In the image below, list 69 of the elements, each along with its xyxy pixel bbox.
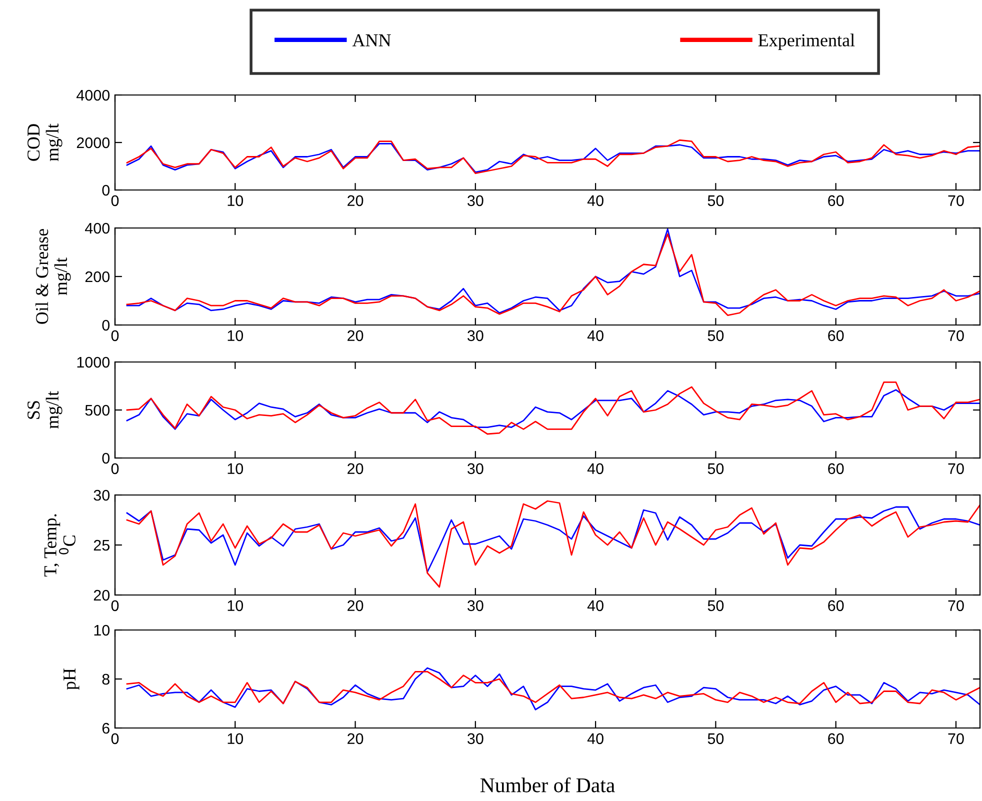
y-axis-title: pH — [64, 668, 80, 690]
x-tick-label: 50 — [708, 330, 724, 342]
x-tick-label: 0 — [111, 195, 119, 206]
x-tick-label: 40 — [587, 330, 604, 342]
x-tick-label: 10 — [228, 600, 244, 612]
x-tick-label: 10 — [228, 195, 244, 206]
x-tick-label: 30 — [468, 733, 484, 744]
x-tick-label: 70 — [948, 733, 964, 744]
line-series — [126, 389, 980, 430]
x-tick-label: 40 — [587, 463, 604, 474]
x-tick-label: 30 — [468, 463, 484, 474]
x-tick-label: 40 — [587, 733, 604, 744]
y-tick-label: 0 — [102, 320, 110, 331]
x-tick-label: 20 — [348, 330, 364, 342]
x-tick-label: 30 — [468, 600, 484, 612]
y-axis-title: SS mg/lt — [28, 391, 62, 429]
x-tick-label: 20 — [348, 733, 364, 744]
x-tick-label: 60 — [828, 463, 844, 474]
x-axis-title: Number of Data — [480, 777, 615, 792]
y-tick-label: 20 — [94, 590, 110, 601]
y-tick-label: 500 — [85, 404, 110, 416]
x-tick-label: 70 — [948, 195, 964, 206]
x-tick-label: 50 — [708, 463, 724, 474]
x-tick-label: 10 — [228, 733, 244, 744]
y-axis-title: COD mg/lt — [28, 124, 62, 162]
y-tick-label: 6 — [102, 722, 110, 734]
y-axis-title: Oil & Grease mg/lt — [35, 228, 71, 324]
x-tick-label: 20 — [348, 463, 364, 474]
line-series — [126, 506, 980, 573]
x-tick-label: 60 — [828, 195, 844, 206]
x-tick-label: 0 — [111, 600, 119, 612]
x-tick-label: 50 — [708, 600, 724, 612]
y-tick-label: 1000 — [77, 356, 110, 368]
y-tick-label: 400 — [85, 222, 110, 234]
legend-label: ANN — [352, 34, 391, 46]
line-series — [126, 667, 980, 710]
x-tick-label: 40 — [587, 195, 604, 206]
y-tick-label: 25 — [94, 540, 110, 551]
x-tick-label: 60 — [828, 600, 844, 612]
y-tick-label: 0 — [102, 184, 110, 196]
x-tick-label: 30 — [468, 195, 484, 206]
y-tick-label: 8 — [102, 674, 110, 685]
x-tick-label: 0 — [111, 330, 119, 342]
x-tick-label: 0 — [111, 733, 119, 744]
x-tick-label: 50 — [708, 195, 724, 206]
y-tick-label: 200 — [85, 271, 110, 282]
x-tick-label: 20 — [348, 600, 364, 612]
x-tick-label: 60 — [828, 733, 844, 744]
x-tick-label: 50 — [708, 733, 724, 744]
x-tick-label: 0 — [111, 463, 119, 474]
x-tick-label: 40 — [587, 600, 604, 612]
line-series — [126, 500, 980, 588]
x-tick-label: 20 — [348, 195, 364, 206]
x-tick-label: 60 — [828, 330, 844, 342]
y-tick-label: 0 — [102, 452, 110, 464]
y-axis-title: T, Temp. $^{0}$C — [44, 514, 76, 577]
y-tick-label: 30 — [94, 490, 110, 501]
x-tick-label: 70 — [948, 330, 964, 342]
y-tick-label: 10 — [94, 624, 110, 636]
y-tick-label: 2000 — [76, 137, 110, 148]
y-tick-label: 4000 — [76, 90, 110, 101]
line-series — [126, 670, 980, 704]
line-series — [126, 381, 980, 435]
x-tick-label: 70 — [948, 600, 964, 612]
x-tick-label: 30 — [468, 330, 484, 342]
legend-label: Experimental — [758, 34, 855, 50]
x-tick-label: 10 — [228, 463, 244, 474]
x-tick-label: 70 — [948, 463, 964, 474]
x-tick-label: 10 — [228, 330, 244, 342]
